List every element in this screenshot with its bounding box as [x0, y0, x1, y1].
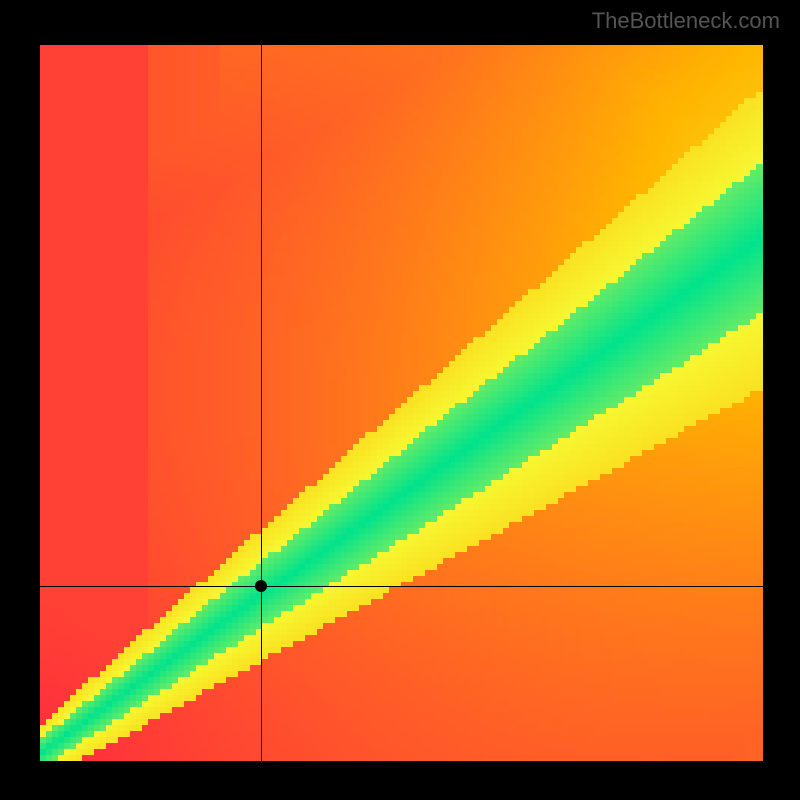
crosshair-vertical	[261, 45, 262, 761]
crosshair-horizontal	[40, 586, 763, 587]
watermark-text: TheBottleneck.com	[592, 8, 780, 34]
data-point-marker	[255, 580, 267, 592]
heatmap-canvas	[40, 45, 763, 761]
plot-area	[40, 45, 763, 761]
